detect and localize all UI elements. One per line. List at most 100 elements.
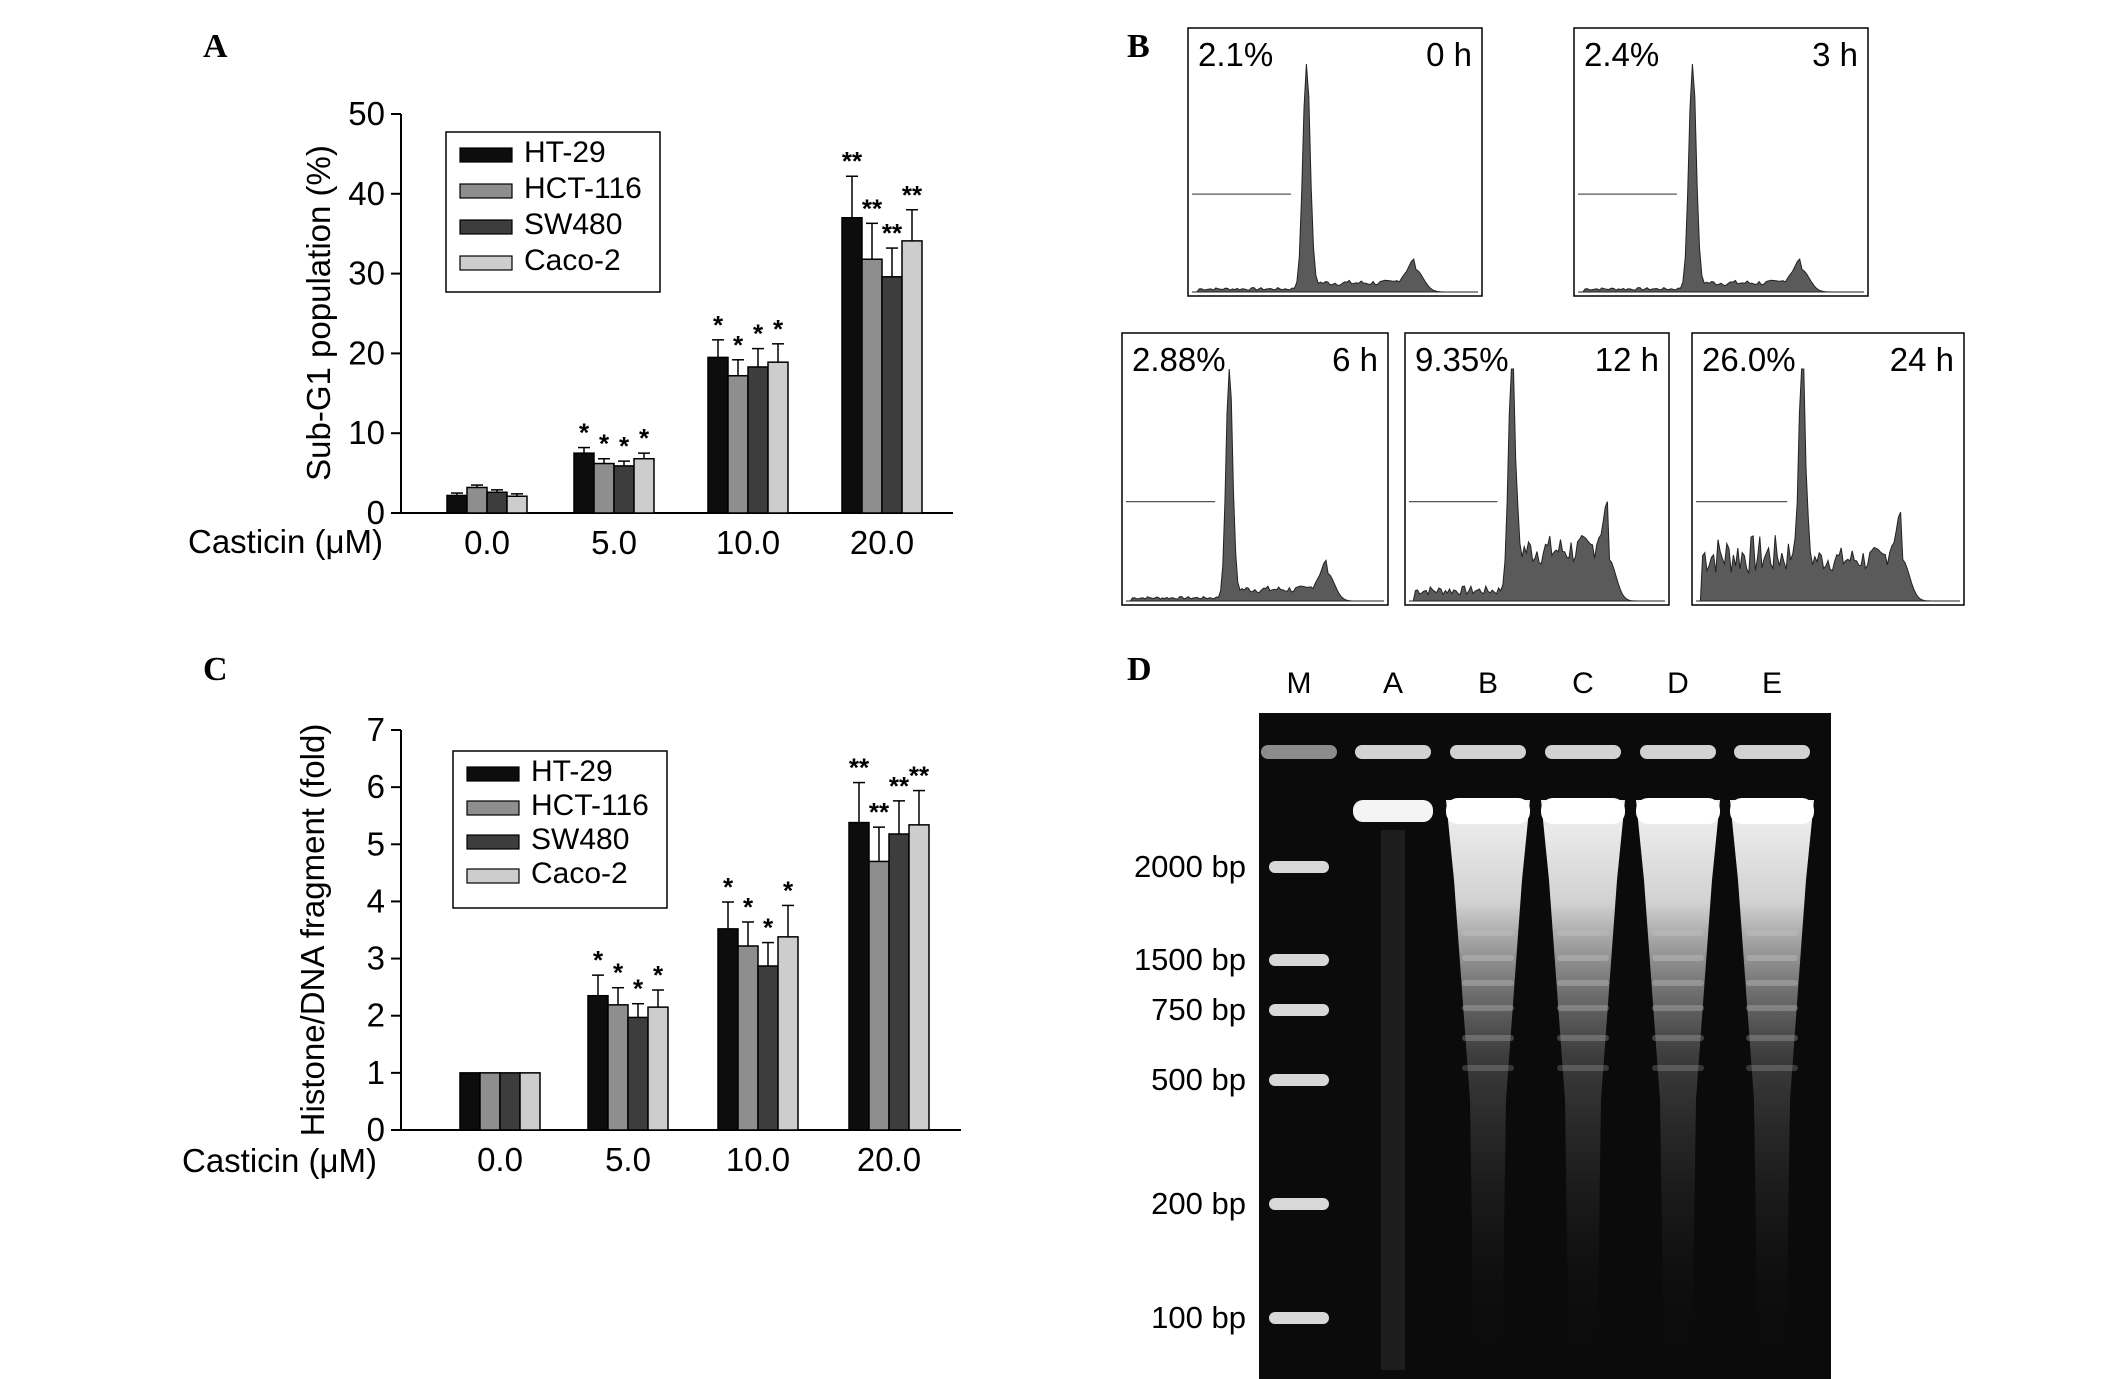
significance-mark: * (579, 418, 590, 448)
significance-mark: * (653, 960, 664, 990)
faint-smear (1381, 830, 1405, 1370)
time-point: 24 h (1890, 341, 1954, 378)
sub-g1-percent: 2.4% (1584, 36, 1659, 73)
genomic-band (1446, 798, 1530, 824)
flow-histogram-panel: 26.0% 24 h (1691, 332, 1965, 606)
flow-histogram-panel: 2.4% 3 h (1573, 27, 1869, 297)
fragment-band (1746, 980, 1798, 986)
fragment-band (1746, 1005, 1798, 1011)
y-tick-label: 40 (348, 175, 385, 212)
flow-histogram-panel: 2.1% 0 h (1187, 27, 1483, 297)
fragment-band (1652, 1005, 1704, 1011)
x-axis-label: Casticin (μM) (182, 1142, 377, 1179)
bar (888, 833, 910, 1131)
sub-g1-percent: 2.1% (1198, 36, 1273, 73)
significance-mark: * (743, 892, 754, 922)
fragment-band (1462, 980, 1514, 986)
fragment-band (1462, 930, 1514, 936)
bar (647, 1006, 669, 1131)
bar (627, 1016, 649, 1131)
significance-mark: ** (862, 193, 883, 223)
gel-well (1734, 745, 1810, 759)
significance-mark: ** (889, 771, 910, 801)
significance-mark: ** (869, 797, 890, 827)
x-tick-label: 5.0 (605, 1141, 651, 1178)
gel-lane-label: D (1667, 667, 1689, 700)
y-tick-label: 6 (367, 768, 385, 805)
chart-c-bars: **************** (459, 753, 930, 1131)
gel-lane-label: E (1762, 667, 1782, 700)
ladder-band (1269, 1198, 1329, 1210)
bar (466, 486, 488, 514)
significance-mark: * (753, 319, 764, 349)
fragment-band (1746, 1065, 1798, 1071)
sub-g1-percent: 2.88% (1132, 341, 1226, 378)
dna-ladder-gel: M A B C D E 2000 bp 1500 bp 750 bp 500 bp 200 bp 1… (1134, 667, 1831, 1379)
ladder-band (1269, 1312, 1329, 1324)
bar (777, 936, 799, 1131)
bar (727, 374, 749, 514)
significance-mark: * (613, 958, 624, 988)
significance-mark: * (773, 314, 784, 344)
bar (861, 258, 883, 514)
significance-mark: * (723, 872, 734, 902)
gel-well (1545, 745, 1621, 759)
significance-mark: * (713, 310, 724, 340)
fragment-band (1557, 1065, 1609, 1071)
significance-mark: * (599, 429, 610, 459)
bar (519, 1072, 541, 1131)
bar (633, 457, 655, 514)
ladder-band (1269, 1004, 1329, 1016)
gel-marker-label: 200 bp (1151, 1186, 1246, 1221)
y-tick-label: 50 (348, 95, 385, 132)
fragment-band (1557, 955, 1609, 961)
gel-well (1640, 745, 1716, 759)
ladder-band (1269, 861, 1329, 873)
bar (446, 494, 468, 514)
genomic-band (1541, 798, 1625, 824)
legend-label: SW480 (524, 208, 622, 241)
legend-swatch (459, 183, 513, 199)
fragment-band (1462, 1065, 1514, 1071)
fragment-band (1557, 980, 1609, 986)
chart-a-sub-g1: Sub-G1 population (%) Casticin (μM) 0 10 2… (188, 95, 953, 561)
bar (848, 821, 870, 1131)
chart-a-bars: **************** (446, 146, 923, 514)
x-tick-label: 20.0 (850, 524, 914, 561)
fragment-band (1462, 955, 1514, 961)
significance-mark: ** (849, 753, 870, 783)
x-tick-label: 0.0 (477, 1141, 523, 1178)
fragment-band (1557, 930, 1609, 936)
time-point: 12 h (1595, 341, 1659, 378)
bar (479, 1072, 501, 1131)
legend-label: HCT-116 (524, 172, 642, 205)
y-tick-label: 2 (367, 997, 385, 1034)
ladder-band (1269, 1074, 1329, 1086)
histogram-area (1192, 63, 1478, 293)
chart-a-ticks: 0 10 20 30 40 50 0.0 5.0 10.0 20.0 (348, 95, 914, 561)
legend-swatch (466, 800, 520, 816)
fragment-band (1746, 955, 1798, 961)
histogram-area (1409, 368, 1665, 602)
y-tick-label: 3 (367, 940, 385, 977)
y-tick-label: 5 (367, 825, 385, 862)
x-tick-label: 20.0 (857, 1141, 921, 1178)
significance-mark: ** (842, 146, 863, 176)
significance-mark: * (733, 330, 744, 360)
significance-mark: * (763, 913, 774, 943)
gel-lane-label: A (1383, 667, 1403, 700)
bar (747, 366, 769, 514)
significance-mark: * (619, 431, 630, 461)
bar (707, 356, 729, 514)
bar (459, 1072, 481, 1131)
y-tick-label: 0 (367, 1111, 385, 1148)
gel-marker-label: 750 bp (1151, 992, 1246, 1027)
gel-marker-label: 2000 bp (1134, 849, 1246, 884)
gel-lane-label: M (1287, 667, 1312, 700)
fragment-band (1557, 1005, 1609, 1011)
legend-swatch (466, 868, 520, 884)
y-axis-label: Sub-G1 population (%) (300, 145, 337, 481)
